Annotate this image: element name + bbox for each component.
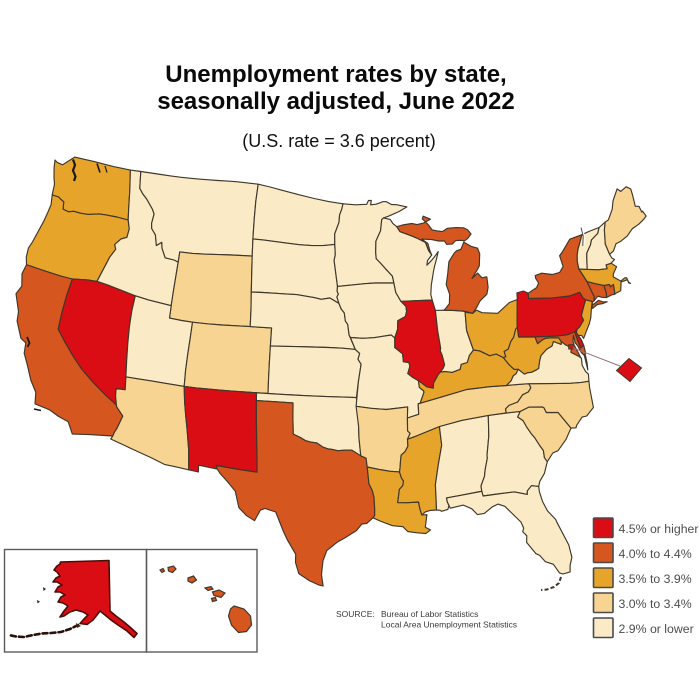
svg-text:3.0% to 3.4%: 3.0% to 3.4% (619, 597, 692, 611)
svg-text:Local Area Unemployment Statis: Local Area Unemployment Statistics (381, 620, 517, 630)
svg-text:SOURCE:: SOURCE: (336, 609, 375, 619)
svg-text:2.9% or lower: 2.9% or lower (619, 622, 694, 636)
svg-text:4.0% to 4.4%: 4.0% to 4.4% (619, 547, 692, 561)
svg-text:4.5% or higher: 4.5% or higher (619, 522, 699, 536)
svg-text:3.5% to 3.9%: 3.5% to 3.9% (619, 572, 692, 586)
svg-text:Bureau of Labor Statistics: Bureau of Labor Statistics (381, 609, 478, 619)
